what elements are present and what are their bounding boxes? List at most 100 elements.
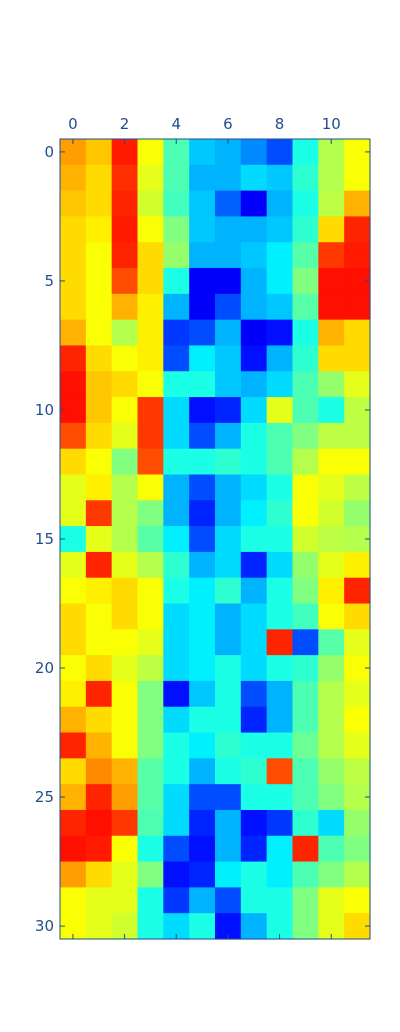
heatmap-cell <box>293 345 319 371</box>
heatmap-cell <box>318 371 344 397</box>
heatmap-cell <box>344 733 370 759</box>
heatmap-cell <box>60 604 86 630</box>
heatmap-cell <box>189 397 215 423</box>
heatmap-cell <box>112 423 138 449</box>
heatmap-cell <box>293 604 319 630</box>
heatmap-cell <box>293 320 319 346</box>
heatmap-cell <box>60 216 86 242</box>
heatmap-cell <box>60 294 86 320</box>
heatmap-cell <box>138 862 164 888</box>
heatmap-cell <box>215 655 241 681</box>
heatmap-cell <box>241 397 267 423</box>
heatmap-cell <box>60 887 86 913</box>
heatmap-cell <box>86 397 112 423</box>
heatmap-cell <box>318 526 344 552</box>
heatmap-cell <box>112 836 138 862</box>
heatmap-cell <box>267 345 293 371</box>
heatmap-cell <box>267 165 293 191</box>
heatmap-cell <box>112 242 138 268</box>
heatmap-cell <box>241 320 267 346</box>
heatmap-cell <box>86 758 112 784</box>
heatmap-cell <box>86 681 112 707</box>
heatmap-cell <box>241 216 267 242</box>
heatmap-cell <box>344 320 370 346</box>
heatmap-cell <box>318 268 344 294</box>
heatmap-cell <box>293 707 319 733</box>
heatmap-cell <box>163 604 189 630</box>
heatmap-cell <box>189 242 215 268</box>
heatmap-cell <box>293 552 319 578</box>
heatmap-cell <box>189 474 215 500</box>
heatmap-cell <box>215 681 241 707</box>
heatmap-cell <box>86 294 112 320</box>
heatmap-cell <box>267 629 293 655</box>
heatmap-cell <box>86 423 112 449</box>
heatmap-cell <box>138 139 164 165</box>
heatmap-cell <box>138 784 164 810</box>
heatmap-cell <box>293 397 319 423</box>
heatmap-cell <box>293 836 319 862</box>
heatmap-cell <box>293 913 319 939</box>
heatmap-cell <box>86 242 112 268</box>
heatmap-cell <box>267 191 293 217</box>
heatmap-cell <box>241 784 267 810</box>
heatmap-cell <box>293 294 319 320</box>
heatmap-cell <box>293 526 319 552</box>
heatmap-cell <box>86 449 112 475</box>
heatmap-cell <box>163 707 189 733</box>
heatmap-cell <box>138 345 164 371</box>
heatmap-cell <box>344 345 370 371</box>
heatmap-cell <box>318 216 344 242</box>
heatmap-cell <box>293 758 319 784</box>
heatmap-cell <box>163 681 189 707</box>
heatmap-cell <box>215 887 241 913</box>
heatmap-cell <box>163 552 189 578</box>
heatmap-cell <box>112 552 138 578</box>
heatmap-cell <box>189 423 215 449</box>
heatmap-cell <box>112 733 138 759</box>
heatmap-cell <box>86 707 112 733</box>
heatmap-cell <box>344 604 370 630</box>
heatmap-cell <box>112 604 138 630</box>
heatmap-cell <box>344 810 370 836</box>
heatmap-cell <box>112 449 138 475</box>
heatmap-cell <box>344 862 370 888</box>
heatmap-cell <box>189 758 215 784</box>
heatmap-cell <box>241 655 267 681</box>
heatmap-cell <box>60 578 86 604</box>
heatmap-cell <box>267 733 293 759</box>
x-tick-label: 0 <box>68 115 78 133</box>
heatmap-cell <box>163 242 189 268</box>
heatmap-cell <box>215 526 241 552</box>
heatmap-cell <box>138 604 164 630</box>
heatmap-cell <box>344 294 370 320</box>
heatmap-cell <box>86 216 112 242</box>
heatmap-cell <box>112 268 138 294</box>
heatmap-cell <box>86 345 112 371</box>
heatmap-cell <box>215 862 241 888</box>
heatmap-cell <box>163 655 189 681</box>
heatmap-cell <box>293 784 319 810</box>
heatmap-cell <box>86 784 112 810</box>
heatmap-cell <box>318 294 344 320</box>
heatmap-cell <box>189 139 215 165</box>
heatmap-cell <box>293 191 319 217</box>
heatmap-cell <box>86 526 112 552</box>
x-tick-label: 10 <box>322 115 341 133</box>
y-tick-label: 15 <box>35 530 54 548</box>
heatmap-cell <box>293 810 319 836</box>
heatmap-cell <box>60 681 86 707</box>
heatmap-cell <box>267 526 293 552</box>
heatmap-cell <box>293 578 319 604</box>
heatmap-cell <box>112 165 138 191</box>
heatmap-cell <box>215 810 241 836</box>
heatmap-cell <box>241 268 267 294</box>
heatmap-cell <box>267 604 293 630</box>
heatmap-cell <box>293 474 319 500</box>
heatmap-cell <box>344 191 370 217</box>
heatmap-cell <box>241 913 267 939</box>
heatmap-cell <box>344 836 370 862</box>
heatmap-cell <box>293 681 319 707</box>
heatmap-cell <box>163 500 189 526</box>
heatmap-cell <box>293 449 319 475</box>
